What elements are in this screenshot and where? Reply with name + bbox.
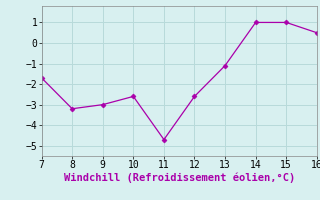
X-axis label: Windchill (Refroidissement éolien,°C): Windchill (Refroidissement éolien,°C) [64, 173, 295, 183]
